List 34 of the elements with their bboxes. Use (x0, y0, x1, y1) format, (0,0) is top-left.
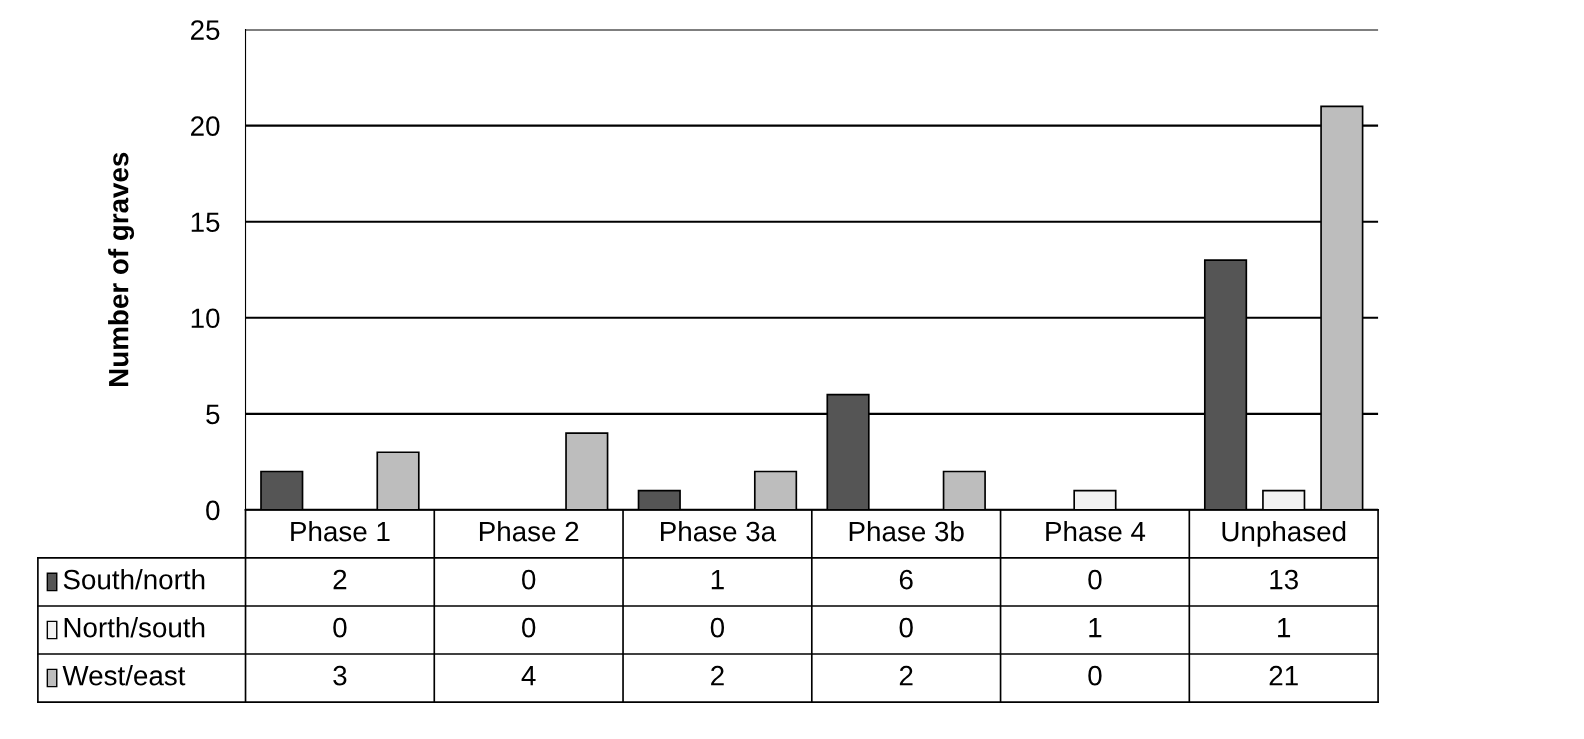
data-label: 2 (711, 665, 724, 686)
x-tick-label: Unphased (1222, 520, 1346, 547)
x-tick-label: Phase 2 (479, 520, 579, 542)
x-tick-label: Phase 3b (849, 520, 964, 542)
data-label: 0 (1088, 665, 1102, 686)
y-tick-label: 0 (206, 500, 220, 521)
data-label: 0 (1088, 569, 1102, 590)
data-label: 13 (1270, 569, 1298, 590)
x-tick-label: Phase 3a (661, 520, 777, 542)
y-tick-label: 5 (206, 404, 220, 425)
x-tick-label: Phase 4 (1046, 520, 1146, 542)
data-label: 21 (1269, 665, 1298, 686)
data-label: 2 (333, 569, 347, 590)
data-label: 1 (711, 570, 724, 590)
data-label: 0 (522, 617, 536, 638)
y-tick-label: 20 (191, 116, 220, 136)
y-tick-label: 10 (191, 308, 220, 329)
data-label: 1 (1278, 618, 1291, 638)
data-label: 0 (710, 617, 725, 638)
legend-label: North/south (64, 617, 205, 638)
data-label: 2 (899, 665, 913, 686)
data-label: 1 (1089, 618, 1102, 638)
y-axis-title: Number of graves (108, 152, 135, 386)
legend-label: West/east (62, 665, 186, 686)
y-tick-label: 15 (191, 212, 220, 233)
y-tick-label: 25 (191, 20, 220, 40)
legend-label: South/north (63, 569, 205, 590)
data-label: 6 (899, 569, 913, 590)
data-label: 0 (333, 617, 347, 638)
data-label: 4 (521, 666, 536, 686)
data-label: 0 (522, 569, 536, 590)
data-label: 3 (333, 665, 347, 686)
x-tick-label: Phase 1 (291, 520, 390, 542)
data-label: 0 (899, 617, 913, 638)
